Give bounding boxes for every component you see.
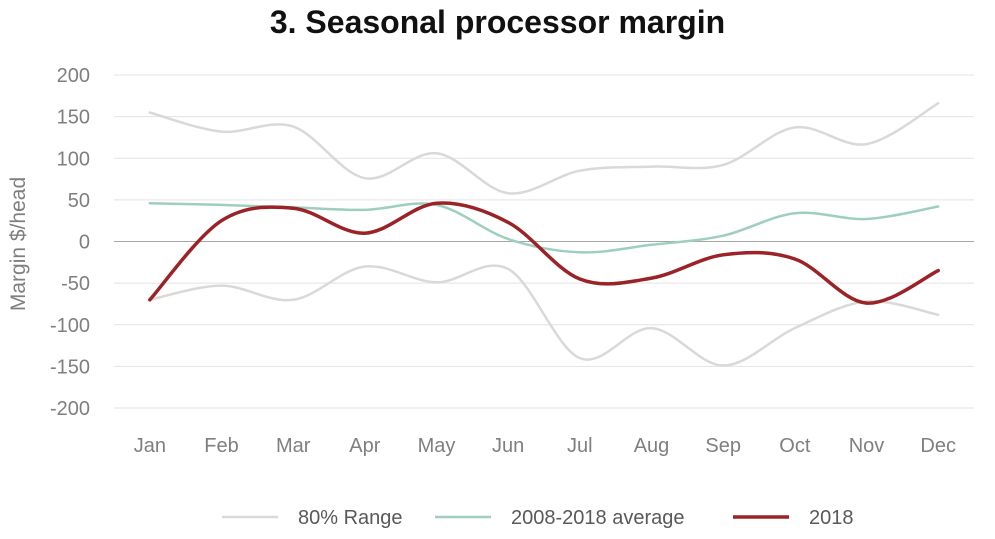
x-tick-label: Jul [567, 435, 593, 457]
x-tick-label: Dec [920, 435, 956, 457]
chart-title: 3. Seasonal processor margin [269, 4, 726, 40]
legend-label: 80% Range [298, 507, 403, 529]
legend-label: 2018 [809, 507, 854, 529]
y-tick-label: -50 [61, 273, 90, 295]
y-tick-label: 50 [68, 190, 90, 212]
x-tick-label: Nov [849, 435, 885, 457]
series-2018-line [148, 201, 940, 305]
x-tick-label: Mar [276, 435, 311, 457]
x-tick-label: Aug [634, 435, 670, 457]
y-tick-label: -200 [50, 398, 90, 420]
average-line [148, 201, 940, 254]
x-tick-label: Jan [134, 435, 166, 457]
range-lower-line [148, 264, 940, 367]
legend-item-average: 2008-2018 average [435, 507, 684, 529]
range-upper-line [148, 102, 940, 195]
legend-item-2018: 2018 [733, 507, 854, 529]
y-axis-label: Margin $/head [7, 177, 30, 311]
y-tick-label: 150 [57, 107, 90, 129]
x-tick-label: Apr [349, 435, 380, 457]
grid-lines [114, 74, 974, 409]
x-tick-label: Oct [779, 435, 811, 457]
x-tick-label: Sep [705, 435, 741, 457]
y-tick-label: 200 [57, 65, 90, 87]
x-tick-label: May [418, 435, 456, 457]
x-tick-label: Jun [492, 435, 524, 457]
y-tick-label: 100 [57, 148, 90, 170]
legend-label: 2008-2018 average [511, 507, 684, 529]
y-tick-label: 0 [79, 232, 90, 254]
y-axis-ticks: 200 150 100 50 0 -50 -100 -150 -200 [50, 65, 90, 420]
legend: 80% Range 2008-2018 average 2018 [222, 507, 854, 529]
series-lines [148, 102, 940, 367]
x-axis-ticks: Jan Feb Mar Apr May Jun Jul Aug Sep Oct Nov Dec [134, 435, 956, 457]
x-tick-label: Feb [204, 435, 238, 457]
legend-item-range: 80% Range [222, 507, 403, 529]
y-tick-label: -100 [50, 315, 90, 337]
y-tick-label: -150 [50, 356, 90, 378]
